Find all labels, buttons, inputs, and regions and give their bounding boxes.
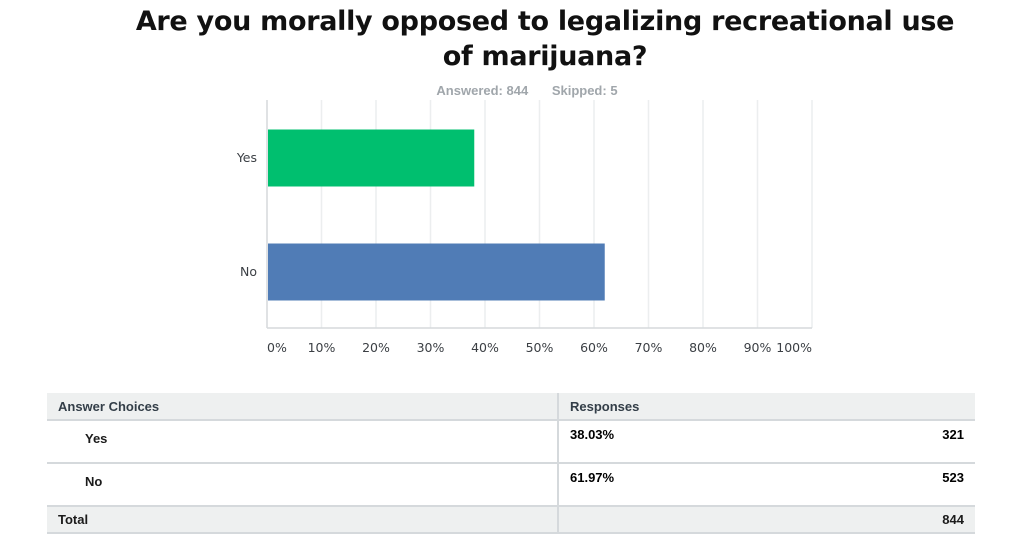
x-tick-label: 80% <box>689 340 717 355</box>
table-header-row: Answer Choices Responses <box>47 393 975 421</box>
response-summary: Answered: 844 Skipped: 5 <box>0 83 1024 98</box>
header-answer-choices: Answer Choices <box>47 393 559 421</box>
response-count: 523 <box>942 470 964 485</box>
x-tick-label: 70% <box>635 340 663 355</box>
bar-chart: Yes No 0% 10% 20% 30% 40% 50% 60% 70% 80% 90% 100% <box>236 100 813 355</box>
chart-title: Are you morally opposed to legalizing re… <box>135 6 955 72</box>
answered-count: Answered: 844 <box>436 83 529 98</box>
table-row: Yes 38.03% 321 <box>47 420 975 464</box>
responses-table: Answer Choices Responses Yes 38.03% 321 … <box>47 393 975 534</box>
skipped-count: Skipped: 5 <box>551 83 618 98</box>
x-tick-label: 20% <box>362 340 390 355</box>
x-tick-label: 100% <box>776 340 812 355</box>
total-count: 844 <box>558 506 975 534</box>
x-tick-labels: 0% 10% 20% 30% 40% 50% 60% 70% 80% 90% 100% <box>267 340 812 355</box>
table-total-row: Total 844 <box>47 506 975 534</box>
total-label: Total <box>47 506 559 534</box>
choice-label: No <box>47 463 559 507</box>
x-tick-label: 10% <box>308 340 336 355</box>
response-count: 321 <box>942 427 964 442</box>
choice-label: Yes <box>47 420 559 464</box>
bar-no <box>268 243 605 301</box>
response-percent: 38.03% <box>570 427 615 442</box>
header-responses: Responses <box>558 393 975 421</box>
bars <box>268 129 605 301</box>
category-label: No <box>240 264 257 279</box>
x-tick-label: 30% <box>417 340 445 355</box>
x-tick-label: 50% <box>526 340 554 355</box>
table-row: No 61.97% 523 <box>47 463 975 507</box>
bar-yes <box>268 129 475 187</box>
x-tick-label: 60% <box>580 340 608 355</box>
x-tick-label: 90% <box>744 340 772 355</box>
category-label: Yes <box>236 150 257 165</box>
x-tick-label: 40% <box>471 340 499 355</box>
response-cell: 61.97% 523 <box>558 463 975 507</box>
response-percent: 61.97% <box>570 470 615 485</box>
x-tick-label: 0% <box>267 340 287 355</box>
category-labels: Yes No <box>236 150 257 279</box>
response-cell: 38.03% 321 <box>558 420 975 464</box>
